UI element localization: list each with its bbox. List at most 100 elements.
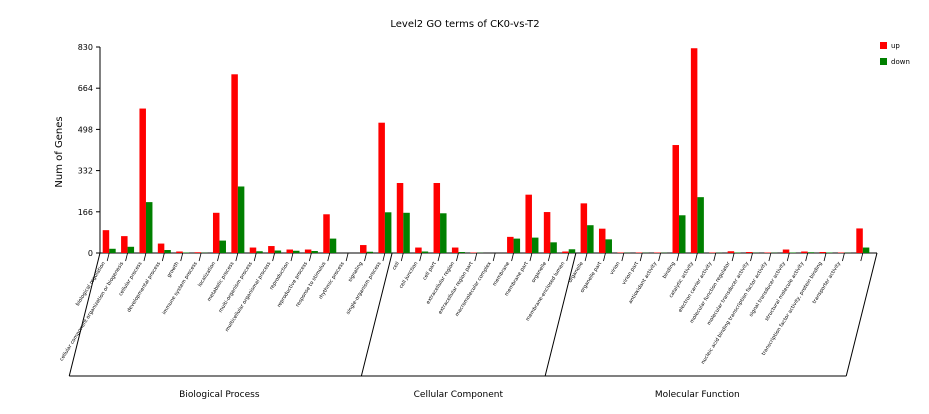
x-tick (603, 252, 606, 262)
bar-down (329, 238, 337, 253)
legend-swatch (880, 58, 887, 65)
bar-down (145, 202, 153, 253)
bar-up (672, 145, 679, 253)
bar-up (746, 252, 753, 253)
bar-up (139, 108, 146, 253)
x-tick (180, 252, 184, 262)
bar-up (304, 249, 312, 253)
x-tick (235, 252, 239, 262)
bar-down (513, 238, 521, 253)
category-label: virion part (621, 261, 640, 286)
bar-down (605, 239, 612, 253)
bar-down (237, 186, 245, 253)
bar-up (819, 252, 827, 253)
x-tick (492, 252, 496, 262)
chart-title: Level2 GO terms of CK0-vs-T2 (390, 19, 539, 30)
group-divider (544, 252, 577, 377)
x-tick (327, 252, 331, 262)
bar-up (378, 122, 385, 253)
x-tick (768, 252, 772, 262)
bar-down (366, 251, 374, 253)
bar-down (550, 242, 557, 253)
category-label: signaling (347, 261, 364, 283)
x-tick (253, 252, 257, 262)
bar-down (531, 237, 539, 253)
axes: 0 166 332 498 664 830 (68, 43, 878, 377)
bar-down (403, 212, 410, 253)
category-label: macromolecular complex (454, 261, 493, 318)
bar-up (525, 194, 532, 253)
x-tick (750, 252, 753, 262)
legend-label: down (891, 58, 910, 66)
bar-up (286, 249, 293, 253)
x-tick (529, 252, 533, 262)
category-label: cell part (422, 261, 438, 282)
x-tick (511, 252, 514, 262)
category-label: growth (166, 261, 180, 279)
bar-up (580, 203, 588, 253)
x-tick (400, 252, 404, 262)
bar-up (176, 251, 183, 253)
bar-down (587, 225, 594, 253)
group-labels: Biological Process Cellular Component Mole… (179, 390, 740, 400)
x-tick (437, 252, 441, 262)
bar-down (311, 251, 318, 253)
bar-up (157, 243, 165, 253)
category-label: binding (662, 261, 677, 280)
bar-down (679, 215, 686, 253)
category-label: virion (609, 261, 622, 276)
group-divider (68, 252, 101, 377)
y-tick-label: 830 (78, 43, 93, 52)
x-tick (584, 252, 588, 262)
bar-up (231, 74, 238, 253)
bar-down (164, 250, 171, 253)
bar-down (862, 247, 870, 253)
bar-down (458, 252, 465, 253)
y-tick-label: 332 (78, 167, 93, 176)
x-tick (860, 252, 864, 262)
x-tick (290, 252, 294, 262)
x-tick (676, 252, 680, 262)
x-tick (382, 252, 386, 262)
x-tick (474, 252, 478, 262)
bar-up (102, 230, 110, 253)
category-label: extracellular region part (437, 261, 474, 316)
category-label: cell (391, 261, 401, 271)
x-tick (198, 252, 202, 262)
bar-up (212, 212, 220, 253)
bar-up (451, 247, 459, 253)
bars (102, 48, 870, 253)
group-label: Biological Process (179, 390, 260, 400)
bar-down (384, 212, 392, 253)
bar-up (415, 247, 422, 253)
group-label: Molecular Function (655, 390, 740, 400)
group-divider (360, 252, 393, 377)
bar-down (440, 213, 447, 253)
x-tick (308, 252, 312, 262)
x-tick (639, 252, 643, 262)
category-label: multi-organism process (218, 261, 254, 314)
y-axis-label: Num of Genes (54, 116, 65, 187)
category-label: organelle (567, 261, 584, 284)
x-tick (125, 252, 128, 262)
x-tick (621, 252, 625, 262)
bar-up (323, 214, 330, 253)
x-tick (786, 252, 790, 262)
x-tick (106, 252, 110, 262)
x-tick (823, 252, 827, 262)
x-tick (547, 252, 551, 262)
bar-up (690, 48, 698, 253)
y-tick-label: 166 (78, 208, 93, 217)
y-tick-label: 0 (88, 249, 93, 258)
bar-down (568, 249, 576, 253)
x-tick (566, 252, 570, 262)
bar-down (421, 251, 429, 253)
y-tick-label: 498 (78, 125, 93, 134)
legend: up down (880, 42, 910, 66)
bar-down (274, 250, 282, 253)
category-label: localization (197, 261, 217, 288)
x-tick (364, 252, 367, 262)
category-label: membrane-enclosed lumen (525, 261, 567, 322)
